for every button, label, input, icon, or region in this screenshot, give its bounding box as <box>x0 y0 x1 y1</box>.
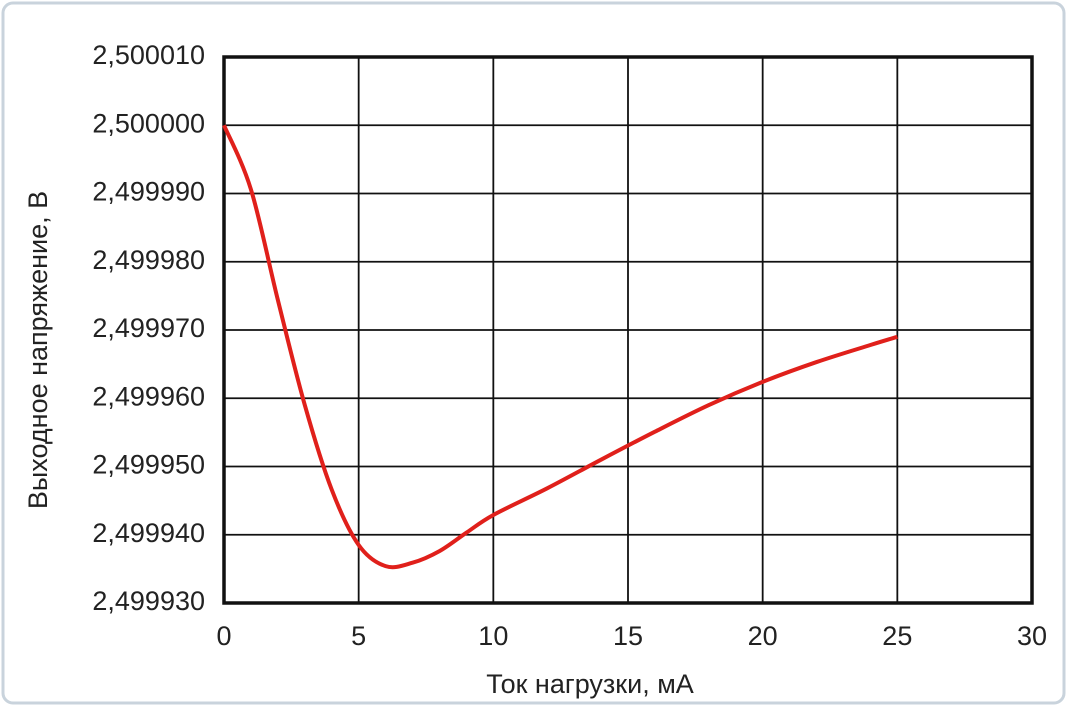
x-axis-label: Ток нагрузки, мА <box>486 669 694 699</box>
y-tick-label: 2,499940 <box>92 518 205 548</box>
x-tick-label: 20 <box>748 621 778 651</box>
y-tick-label: 2,499950 <box>92 450 205 480</box>
x-tick-label: 25 <box>882 621 912 651</box>
y-tick-label: 2,499990 <box>92 177 205 207</box>
y-tick-label: 2,500000 <box>92 108 205 138</box>
x-tick-label: 10 <box>478 621 508 651</box>
data-line <box>222 124 898 570</box>
y-tick-label: 2,499930 <box>92 586 205 616</box>
y-tick-label: 2,499960 <box>92 381 205 411</box>
y-tick-label: 2,500010 <box>92 40 205 70</box>
x-tick-label: 5 <box>351 621 366 651</box>
x-tick-label: 30 <box>1017 621 1047 651</box>
y-axis-label: Выходное напряжение, В <box>23 191 53 509</box>
y-tick-label: 2,499980 <box>92 245 205 275</box>
x-tick-label: 0 <box>216 621 231 651</box>
y-tick-label: 2,499970 <box>92 313 205 343</box>
x-tick-label: 15 <box>613 621 643 651</box>
plot-frame <box>222 55 1034 605</box>
